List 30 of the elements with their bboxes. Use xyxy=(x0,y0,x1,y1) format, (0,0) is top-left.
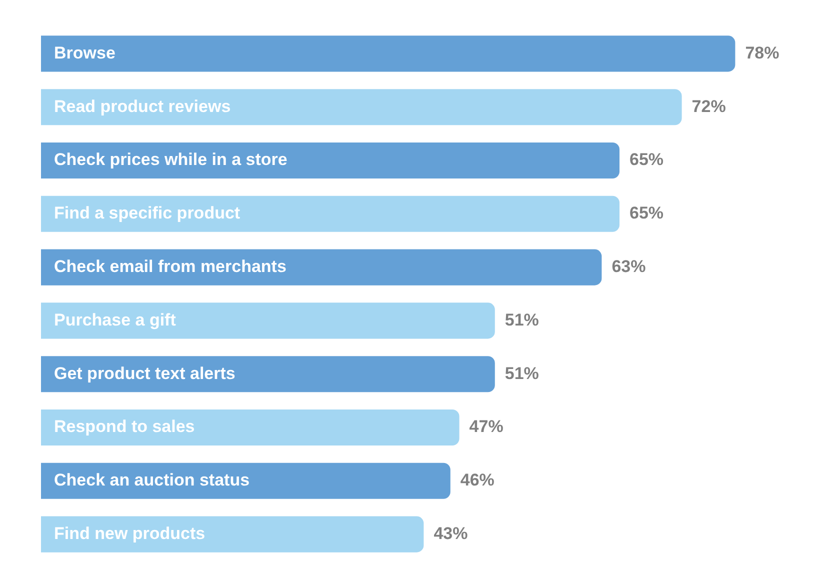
bar xyxy=(41,302,495,339)
bar xyxy=(41,409,460,446)
y-tick-label: Check email from merchants xyxy=(54,256,286,276)
data-label: 72% xyxy=(692,96,726,116)
bar xyxy=(41,516,424,552)
bar xyxy=(41,249,602,286)
data-label: 47% xyxy=(469,417,504,436)
data-label: 63% xyxy=(612,256,646,276)
bar xyxy=(41,356,495,392)
bar xyxy=(41,462,450,499)
data-label: 43% xyxy=(434,524,468,543)
data-label: 78% xyxy=(745,43,780,62)
bar xyxy=(41,142,620,179)
data-label: 51% xyxy=(504,310,539,330)
data-label: 51% xyxy=(504,364,539,383)
y-tick-label: Respond to sales xyxy=(54,417,195,436)
data-label: 46% xyxy=(460,470,494,490)
y-tick-label: Get product text alerts xyxy=(54,364,236,383)
y-tick-label: Read product reviews xyxy=(54,96,231,116)
y-tick-label: Check an auction status xyxy=(54,470,250,490)
bar xyxy=(41,89,682,126)
y-tick-label: Find new products xyxy=(54,524,206,543)
bar xyxy=(41,36,736,72)
y-tick-label: Find a specific product xyxy=(54,204,240,223)
data-label: 65% xyxy=(630,204,664,223)
data-label: 65% xyxy=(630,150,664,170)
bar xyxy=(41,196,620,232)
y-tick-label: Purchase a gift xyxy=(54,310,176,330)
y-tick-label: Browse xyxy=(54,43,116,62)
y-tick-label: Check prices while in a store xyxy=(54,150,288,170)
